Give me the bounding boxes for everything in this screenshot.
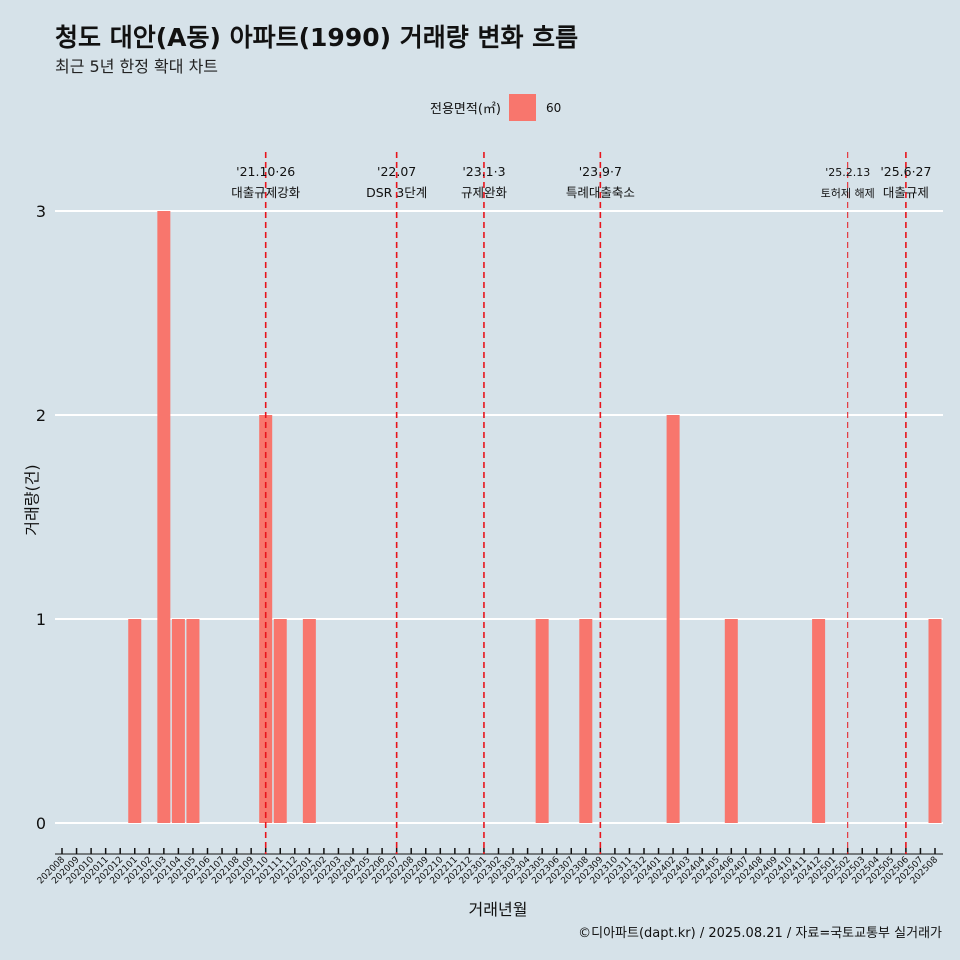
y-tick-label: 0 [36, 814, 46, 833]
chart-subtitle: 최근 5년 한정 확대 차트 [55, 57, 219, 76]
x-axis-label: 거래년월 [468, 900, 528, 919]
legend-swatch [508, 94, 536, 121]
event-name-label: 대출규제 [883, 185, 929, 200]
event-date-label: '23.1·3 [462, 164, 505, 179]
bar [812, 619, 826, 823]
event-name-label: 대출규제강화 [231, 185, 301, 200]
bar [259, 415, 273, 823]
bar [535, 619, 549, 823]
bar [579, 619, 593, 823]
event-name-label: 규제완화 [461, 185, 508, 200]
bar [186, 619, 200, 823]
bar [273, 619, 287, 823]
event-date-label: '25.2.13 [825, 166, 870, 179]
bar [928, 619, 942, 823]
bar [666, 415, 680, 823]
chart-title: 청도 대안(A동) 아파트(1990) 거래량 변화 흐름 [55, 23, 579, 52]
event-name-label: 특례대출축소 [566, 185, 635, 200]
bar [157, 211, 171, 823]
bar [302, 619, 316, 823]
y-tick-label: 1 [36, 610, 46, 629]
event-name-label: 토허제 해제 [821, 186, 875, 200]
bar [171, 619, 185, 823]
legend-title: 전용면적(㎡) [430, 102, 501, 117]
event-date-label: '22.07 [377, 164, 416, 179]
bar [128, 619, 142, 823]
source-caption: ©디아파트(dapt.kr) / 2025.08.21 / 자료=국토교통부 실… [578, 926, 942, 941]
event-name-label: DSR 3단계 [366, 185, 427, 200]
legend-label: 60 [545, 100, 562, 115]
event-date-label: '25.6·27 [880, 164, 931, 179]
event-date-label: '21.10·26 [236, 164, 295, 179]
y-tick-label: 2 [36, 406, 46, 425]
y-tick-label: 3 [36, 202, 46, 221]
legend: 전용면적(㎡) 60 [430, 94, 561, 121]
event-date-label: '23.9·7 [579, 164, 622, 179]
bar [724, 619, 738, 823]
y-axis-label: 거래량(건) [22, 464, 42, 536]
